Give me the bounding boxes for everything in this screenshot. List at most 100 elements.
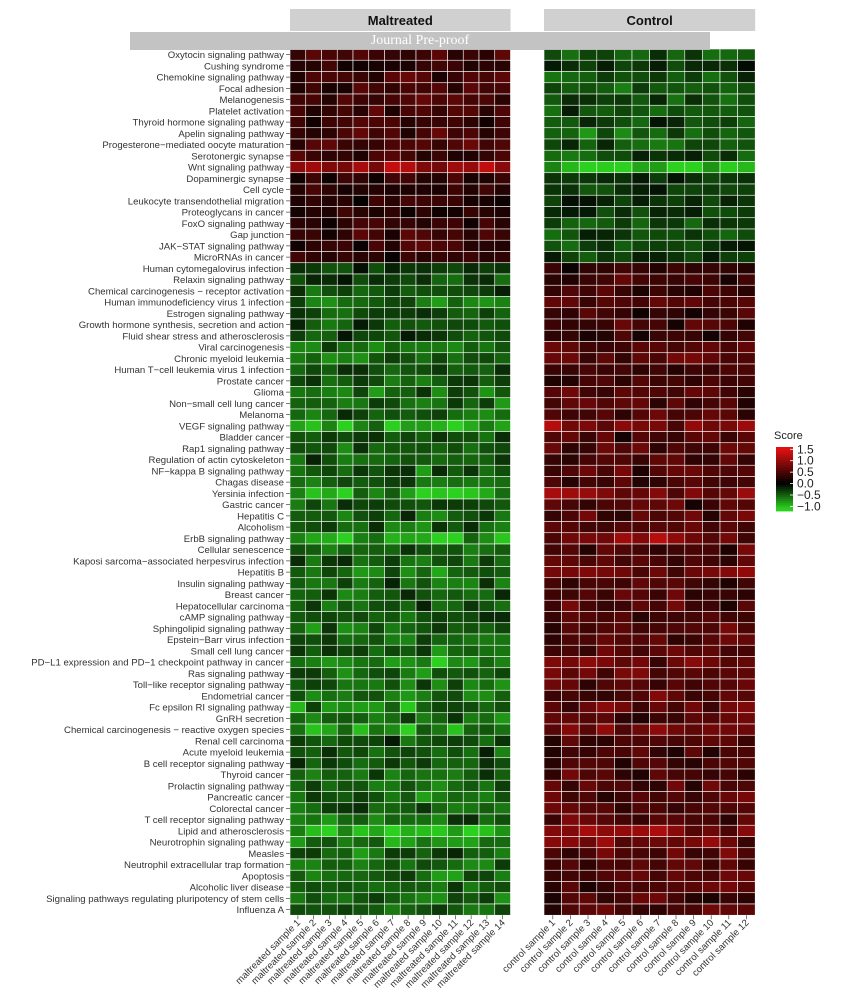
heatmap-cell — [666, 408, 686, 421]
heatmap-cell — [478, 723, 496, 736]
heatmap-cell — [478, 712, 496, 725]
heatmap-cell — [494, 82, 511, 95]
heatmap-cell — [666, 104, 686, 117]
heatmap-cell — [384, 779, 401, 792]
heatmap-cell — [384, 318, 401, 331]
heatmap-cell — [614, 734, 633, 747]
heatmap-cell — [561, 116, 580, 129]
heatmap-cell — [614, 577, 633, 590]
heatmap-cell — [561, 172, 580, 185]
heatmap-cell — [719, 723, 738, 736]
heatmap-cell — [543, 149, 562, 162]
heatmap-cell — [447, 408, 464, 421]
heatmap-cell — [478, 48, 496, 61]
pathway-label: Focal adhesion — [219, 84, 284, 95]
heatmap-cell — [614, 498, 633, 511]
heatmap-cell — [578, 723, 598, 736]
heatmap-cell — [431, 791, 448, 804]
heatmap-cell — [543, 397, 562, 410]
pathway-label: NF−kappa B signaling pathway — [151, 466, 284, 477]
heatmap-cell — [494, 869, 511, 882]
heatmap-cell — [719, 847, 738, 860]
heatmap-cell — [631, 453, 650, 466]
heatmap-cell — [305, 532, 322, 545]
heatmap-cell — [462, 779, 480, 792]
heatmap-cell — [415, 262, 433, 275]
heatmap-cell — [305, 554, 322, 567]
heatmap-cell — [561, 442, 580, 455]
heatmap-cell — [384, 397, 401, 410]
heatmap-cell — [702, 554, 721, 567]
legend-gradient-step — [776, 453, 793, 456]
heatmap-cell — [462, 273, 480, 286]
heatmap-cell — [352, 566, 370, 579]
heatmap-cell — [321, 532, 338, 545]
heatmap-cell — [431, 284, 448, 297]
heatmap-cell — [596, 183, 615, 196]
pathway-label: Human cytomegalovirus infection — [143, 264, 284, 275]
heatmap-cell — [336, 329, 354, 342]
heatmap-cell — [614, 397, 633, 410]
heatmap-cell — [494, 667, 511, 680]
heatmap-cell — [368, 239, 385, 252]
pathway-label: JAK−STAT signaling pathway — [159, 241, 284, 252]
heatmap-cell — [578, 824, 598, 837]
heatmap-cell — [614, 352, 633, 365]
heatmap-cell — [289, 442, 307, 455]
heatmap-cell — [614, 554, 633, 567]
heatmap-cell — [478, 768, 496, 781]
heatmap-cell — [462, 82, 480, 95]
heatmap-cell — [384, 791, 401, 804]
heatmap-cell — [666, 59, 686, 72]
heatmap-cell — [384, 93, 401, 106]
pathway-label: MicroRNAs in cancer — [194, 253, 285, 264]
heatmap-cell — [737, 577, 756, 590]
heatmap-cell — [737, 453, 756, 466]
pathway-label: cAMP signaling pathway — [180, 613, 285, 624]
heatmap-cell — [447, 734, 464, 747]
heatmap-cell — [478, 464, 496, 477]
heatmap-cell — [596, 374, 615, 387]
legend-gradient-step — [776, 457, 793, 460]
heatmap-cell — [578, 588, 598, 601]
heatmap-cell — [702, 206, 721, 219]
heatmap-cell — [543, 498, 562, 511]
heatmap-cell — [336, 262, 354, 275]
heatmap-cell — [737, 172, 756, 185]
heatmap-cell — [702, 251, 721, 264]
heatmap-cell — [543, 757, 562, 770]
heatmap-cell — [289, 374, 307, 387]
heatmap-cell — [478, 82, 496, 95]
heatmap-cell — [399, 161, 417, 174]
pathway-label: Hepatitis C — [237, 511, 284, 522]
heatmap-cell — [431, 408, 448, 421]
heatmap-cell — [719, 566, 738, 579]
heatmap-cell — [305, 318, 322, 331]
heatmap-cell — [289, 723, 307, 736]
heatmap-cell — [399, 273, 417, 286]
heatmap-cell — [666, 476, 686, 489]
heatmap-cell — [462, 611, 480, 624]
heatmap-cell — [447, 723, 464, 736]
heatmap-cell — [737, 273, 756, 286]
heatmap-cell — [431, 48, 448, 61]
heatmap-cell — [494, 71, 511, 84]
heatmap-cell — [368, 262, 385, 275]
heatmap-cell — [384, 847, 401, 860]
heatmap-cell — [631, 161, 650, 174]
heatmap-cell — [578, 71, 598, 84]
pathway-label: Viral carcinogenesis — [198, 343, 284, 354]
heatmap-cell — [415, 352, 433, 365]
heatmap-cell — [478, 329, 496, 342]
heatmap-cell — [431, 498, 448, 511]
heatmap-cell — [352, 678, 370, 691]
heatmap-cell — [719, 599, 738, 612]
heatmap-cell — [494, 566, 511, 579]
heatmap-cell — [578, 836, 598, 849]
heatmap-cell — [614, 689, 633, 702]
heatmap-cell — [289, 622, 307, 635]
heatmap-cell — [305, 284, 322, 297]
heatmap-cell — [737, 667, 756, 680]
heatmap-cell — [462, 183, 480, 196]
heatmap-cell — [384, 284, 401, 297]
